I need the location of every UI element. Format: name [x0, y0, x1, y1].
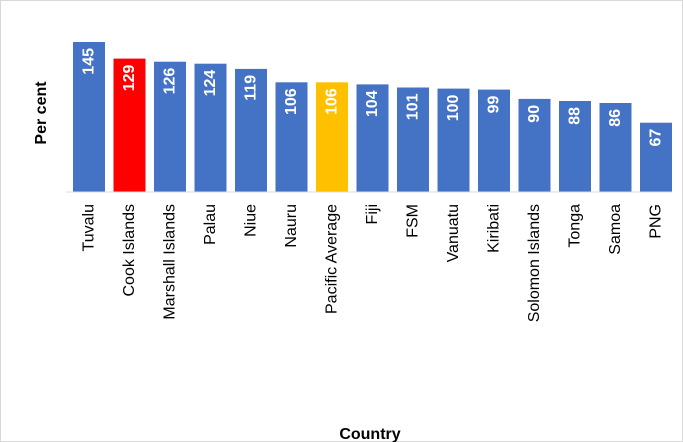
data-label-cook-islands: 129 — [121, 65, 138, 92]
data-label-vanuatu: 100 — [445, 95, 462, 122]
data-label-tuvalu: 145 — [81, 48, 98, 75]
data-label-nauru: 106 — [283, 88, 300, 115]
value-labels-group: 145 129 126 124 119 106 106 104 101 100 99 90 88 86 67 — [81, 48, 665, 147]
data-label-marshall-islands: 126 — [162, 68, 179, 95]
bar-fiji — [356, 84, 389, 192]
bars-group — [73, 42, 672, 193]
bar-palau — [194, 63, 227, 193]
bar-marshall-islands — [154, 61, 186, 193]
bar-pacific-average — [316, 82, 348, 192]
bar-solomon-islands — [518, 98, 551, 192]
bar-niue — [235, 68, 267, 192]
data-label-fiji: 104 — [364, 90, 381, 117]
bar-vanuatu — [437, 88, 470, 192]
bar-png — [640, 122, 672, 192]
bar-cook-islands — [113, 58, 146, 192]
data-label-tonga: 88 — [567, 107, 584, 125]
y-axis-title: Per cent — [33, 81, 50, 145]
data-label-pacific-average: 106 — [324, 88, 341, 115]
data-label-solomon-islands: 90 — [526, 105, 543, 123]
category-label-fsm: FSM — [405, 204, 422, 238]
category-label-marshall-islands: Marshall Islands — [162, 204, 179, 320]
data-label-palau: 124 — [202, 70, 219, 97]
category-label-kiribati: Kiribati — [486, 204, 503, 253]
data-label-kiribati: 99 — [486, 95, 503, 113]
category-label-samoa: Samoa — [607, 204, 624, 255]
data-label-fsm: 101 — [405, 93, 422, 120]
category-label-png: PNG — [648, 204, 665, 239]
category-label-tuvalu: Tuvalu — [81, 204, 98, 251]
data-label-samoa: 86 — [607, 109, 624, 127]
category-label-cook-islands: Cook Islands — [121, 204, 138, 297]
x-axis-title: Country — [339, 426, 400, 442]
bar-fsm — [397, 87, 429, 192]
category-label-solomon-islands: Solomon Islands — [526, 204, 543, 322]
category-label-fiji: Fiji — [364, 204, 381, 224]
data-label-niue: 119 — [243, 75, 260, 101]
category-label-nauru: Nauru — [283, 204, 300, 248]
data-label-png: 67 — [648, 129, 665, 147]
category-label-palau: Palau — [202, 204, 219, 245]
bar-samoa — [599, 103, 632, 192]
bar-kiribati — [478, 89, 510, 192]
bar-tuvalu — [73, 42, 105, 192]
category-label-pacific-average: Pacific Average — [324, 204, 341, 314]
category-label-niue: Niue — [243, 204, 260, 237]
category-labels-group: Tuvalu Cook Islands Marshall Islands Palau N… — [81, 204, 665, 322]
category-label-vanuatu: Vanuatu — [445, 204, 462, 262]
bar-nauru — [275, 82, 308, 192]
category-label-tonga: Tonga — [567, 204, 584, 248]
bar-tonga — [559, 101, 591, 192]
